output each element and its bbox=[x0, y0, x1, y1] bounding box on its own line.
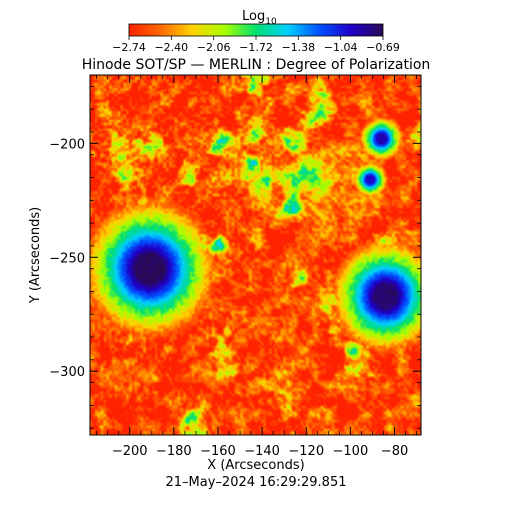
plot-frame bbox=[89, 74, 422, 436]
colorbar-tick-label: −1.04 bbox=[324, 41, 358, 54]
x-tick-label: −200 bbox=[112, 444, 148, 459]
colorbar-tick-label: −1.72 bbox=[239, 41, 273, 54]
x-tick-label: −160 bbox=[200, 444, 236, 459]
colorbar-tick-label: −2.40 bbox=[154, 41, 188, 54]
x-tick-label: −140 bbox=[244, 444, 280, 459]
y-tick-label: −200 bbox=[49, 137, 85, 152]
x-tick-label: −100 bbox=[333, 444, 369, 459]
timestamp: 21–May–2024 16:29:29.851 bbox=[166, 475, 347, 490]
chart-title: Hinode SOT/SP — MERLIN : Degree of Polar… bbox=[82, 57, 431, 73]
y-tick-label: −250 bbox=[49, 251, 85, 266]
colorbar-tick-label: −1.38 bbox=[281, 41, 315, 54]
y-axis-label: Y (Arcseconds) bbox=[28, 207, 43, 304]
colorbar-tick-label: −0.69 bbox=[366, 41, 400, 54]
colorbar-label: Log10 bbox=[242, 9, 277, 27]
colorbar bbox=[128, 23, 384, 37]
y-axis: −200 −250 −300 bbox=[49, 85, 421, 429]
colorbar-ticks: −2.74 −2.40 −2.06 −1.72 −1.38 −1.04 −0.69 bbox=[112, 36, 400, 54]
x-axis-label: X (Arcseconds) bbox=[207, 458, 304, 473]
colorbar-tick-label: −2.74 bbox=[112, 41, 146, 54]
x-tick-label: −120 bbox=[288, 444, 324, 459]
y-tick-label: −300 bbox=[49, 365, 85, 380]
x-tick-label: −80 bbox=[381, 444, 408, 459]
x-tick-label: −180 bbox=[156, 444, 192, 459]
x-axis: −200 −180 −160 −140 −120 −100 −80 bbox=[96, 75, 417, 459]
colorbar-tick-label: −2.06 bbox=[197, 41, 231, 54]
polarization-map bbox=[90, 75, 421, 435]
